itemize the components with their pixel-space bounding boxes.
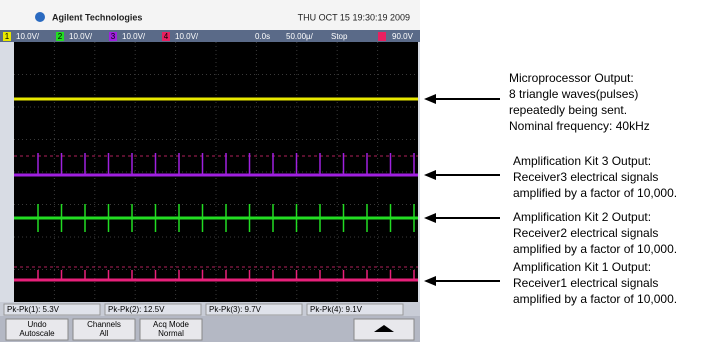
trigger-badge [378, 32, 386, 41]
datetime: THU OCT 15 19:30:19 2009 [298, 12, 410, 22]
channel-scale: 10.0V/ [175, 32, 199, 41]
channel-number: 2 [58, 32, 63, 41]
softkey-label: Acq Mode [153, 320, 190, 329]
annotation-line: 8 triangle waves(pulses) [509, 87, 638, 101]
channel-number: 3 [111, 32, 116, 41]
time-scale: 50.00µ/ [286, 32, 314, 41]
softkey-label: Channels [87, 320, 121, 329]
annotation-line: Receiver2 electrical signals [513, 226, 658, 240]
softkey-label: Autoscale [19, 329, 55, 338]
annotation-line: amplified by a factor of 10,000. [513, 242, 677, 256]
annotation-line: amplified by a factor of 10,000. [513, 186, 677, 200]
brand: Agilent Technologies [52, 12, 142, 22]
channel-scale: 10.0V/ [69, 32, 93, 41]
measurement: Pk-Pk(1): 5.3V [7, 305, 60, 314]
brand-logo [35, 12, 45, 22]
arrow-head [424, 94, 436, 104]
arrow-head [424, 276, 436, 286]
annotation-line: Receiver1 electrical signals [513, 276, 658, 290]
time-delay: 0.0s [255, 32, 270, 41]
measurement: Pk-Pk(3): 9.7V [209, 305, 262, 314]
run-state: Stop [331, 32, 348, 41]
channel-number: 4 [164, 32, 169, 41]
annotation-line: Amplification Kit 1 Output: [513, 260, 651, 274]
measurement: Pk-Pk(2): 12.5V [108, 305, 165, 314]
annotation-line: Nominal frequency: 40kHz [509, 119, 650, 133]
softkey-label: Normal [158, 329, 184, 338]
page: Agilent Technologies THU OCT 15 19:30:19… [0, 0, 707, 342]
channel-scale: 10.0V/ [16, 32, 40, 41]
annotation-line: Amplification Kit 2 Output: [513, 210, 651, 224]
annotation-line: Amplification Kit 3 Output: [513, 154, 651, 168]
annotation-line: repeatedly being sent. [509, 103, 627, 117]
softkey-label: All [100, 329, 109, 338]
channel-scale: 10.0V/ [122, 32, 146, 41]
figure: Agilent Technologies THU OCT 15 19:30:19… [0, 0, 707, 342]
softkey-label: Undo [27, 320, 47, 329]
annotation-line: amplified by a factor of 10,000. [513, 292, 677, 306]
arrow-head [424, 213, 436, 223]
channel-number: 1 [5, 32, 10, 41]
arrow-head [424, 170, 436, 180]
measurement: Pk-Pk(4): 9.1V [310, 305, 363, 314]
trigger-level: 90.0V [392, 32, 414, 41]
annotation-line: Microprocessor Output: [509, 71, 634, 85]
annotation-line: Receiver3 electrical signals [513, 170, 658, 184]
